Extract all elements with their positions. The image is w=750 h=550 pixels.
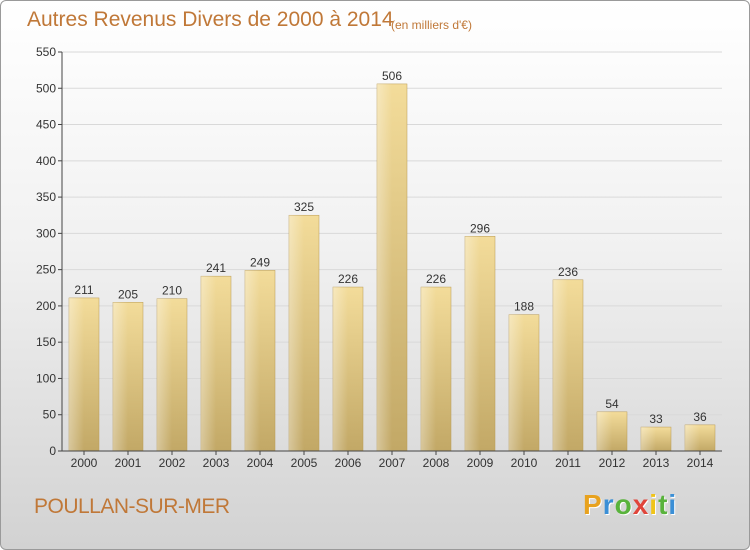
y-tick-label: 350 xyxy=(36,190,56,204)
x-tick-label: 2000 xyxy=(71,456,98,470)
bar-highlight xyxy=(641,427,656,451)
x-tick-label: 2004 xyxy=(247,456,274,470)
axes xyxy=(58,51,722,455)
x-tick-label: 2003 xyxy=(203,456,230,470)
x-tick-label: 2006 xyxy=(335,456,362,470)
bar-highlight xyxy=(553,279,568,451)
brand-letter: x xyxy=(632,489,650,520)
y-tick-label: 250 xyxy=(36,263,56,277)
bar-highlight xyxy=(377,83,392,452)
y-tick-label: 400 xyxy=(36,154,56,168)
bar-highlight xyxy=(333,287,348,451)
bar-highlight xyxy=(289,215,304,451)
data-label: 296 xyxy=(470,221,490,235)
bar-highlight xyxy=(421,287,436,451)
x-tick-label: 2008 xyxy=(423,456,450,470)
data-label: 325 xyxy=(294,200,314,214)
x-tick-label: 2007 xyxy=(379,456,406,470)
y-tick-label: 50 xyxy=(43,408,57,422)
y-tick-label: 450 xyxy=(36,118,56,132)
data-label: 241 xyxy=(206,261,226,275)
data-label: 211 xyxy=(74,283,93,297)
x-tick-label: 2005 xyxy=(291,456,318,470)
data-label: 249 xyxy=(250,255,270,269)
bar-highlight xyxy=(685,424,700,451)
data-label: 226 xyxy=(426,272,446,286)
chart-title: Autres Revenus Divers de 2000 à 2014 xyxy=(27,8,394,31)
y-tick-label: 0 xyxy=(49,444,56,458)
bar-highlight xyxy=(157,298,172,451)
x-tick-label: 2012 xyxy=(599,456,626,470)
bar-highlight xyxy=(465,236,480,451)
chart-subtitle: (en milliers d'€) xyxy=(391,18,472,32)
x-tick-label: 2010 xyxy=(511,456,538,470)
brand-logo: Proxiti xyxy=(583,489,677,521)
x-tick-label: 2001 xyxy=(115,456,142,470)
data-label: 33 xyxy=(649,412,663,426)
bar-highlight xyxy=(113,302,128,451)
bar-highlight xyxy=(245,270,260,451)
data-label: 210 xyxy=(162,284,182,298)
data-label: 36 xyxy=(693,410,707,424)
bar-highlight xyxy=(509,314,524,451)
bar-highlight xyxy=(597,411,612,451)
x-tick-label: 2013 xyxy=(643,456,670,470)
y-tick-label: 550 xyxy=(36,45,56,59)
brand-letter: r xyxy=(602,489,615,520)
y-tick-label: 150 xyxy=(36,335,56,349)
bar-highlight xyxy=(69,297,84,451)
x-tick-label: 2002 xyxy=(159,456,186,470)
data-label: 236 xyxy=(558,265,578,279)
data-label: 205 xyxy=(118,287,138,301)
data-label: 188 xyxy=(514,300,534,314)
data-label: 54 xyxy=(605,397,619,411)
data-label: 226 xyxy=(338,272,358,286)
brand-letter: o xyxy=(614,489,633,520)
bar-highlight xyxy=(201,276,216,451)
x-tick-label: 2014 xyxy=(687,456,714,470)
y-tick-label: 500 xyxy=(36,81,56,95)
data-label: 506 xyxy=(382,69,402,83)
brand-letter: i xyxy=(649,489,659,520)
y-tick-label: 100 xyxy=(36,371,56,385)
brand-letter: i xyxy=(668,489,678,520)
y-tick-label: 300 xyxy=(36,226,56,240)
brand-letter: P xyxy=(583,489,603,520)
y-tick-label: 200 xyxy=(36,299,56,313)
x-tick-label: 2009 xyxy=(467,456,494,470)
commune-name: POULLAN-SUR-MER xyxy=(34,495,230,518)
labels: 0 50 100 150 200 250 300 350 400 450 500 550 211 2000… xyxy=(36,45,714,470)
brand-letter: t xyxy=(658,489,669,520)
bars xyxy=(68,83,716,452)
x-tick-label: 2011 xyxy=(555,456,581,470)
